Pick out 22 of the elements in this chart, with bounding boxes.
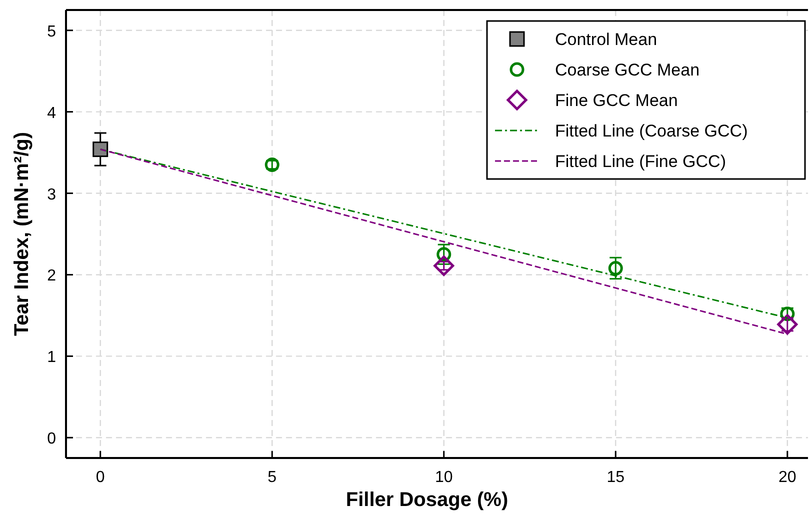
- legend-label: Fine GCC Mean: [555, 91, 678, 110]
- y-tick-label: 0: [47, 430, 56, 448]
- y-tick-label: 4: [47, 104, 56, 122]
- y-tick-label: 5: [47, 23, 56, 40]
- legend-label: Coarse GCC Mean: [555, 60, 700, 80]
- x-tick-label: 0: [96, 469, 105, 486]
- y-tick-label: 2: [47, 268, 56, 285]
- x-tick-label: 10: [434, 469, 453, 486]
- x-tick-label: 15: [606, 469, 625, 486]
- point: [777, 314, 798, 335]
- point: [92, 142, 108, 158]
- legend-label: Fitted Line (Fine GCC): [555, 152, 726, 171]
- x-tick-label: 5: [268, 469, 277, 486]
- x-tick-label: 20: [778, 469, 796, 486]
- x-axis-title: Filler Dosage (%): [346, 489, 508, 511]
- y-tick-label: 3: [47, 186, 56, 204]
- legend-label: Control Mean: [555, 30, 658, 49]
- point: [608, 260, 623, 276]
- y-tick-label: 1: [47, 349, 56, 366]
- point: [434, 256, 454, 276]
- y-axis-title: Tear Index, (mN·m²/g): [11, 132, 33, 336]
- legend-label: Fitted Line (Coarse GCC): [555, 122, 748, 140]
